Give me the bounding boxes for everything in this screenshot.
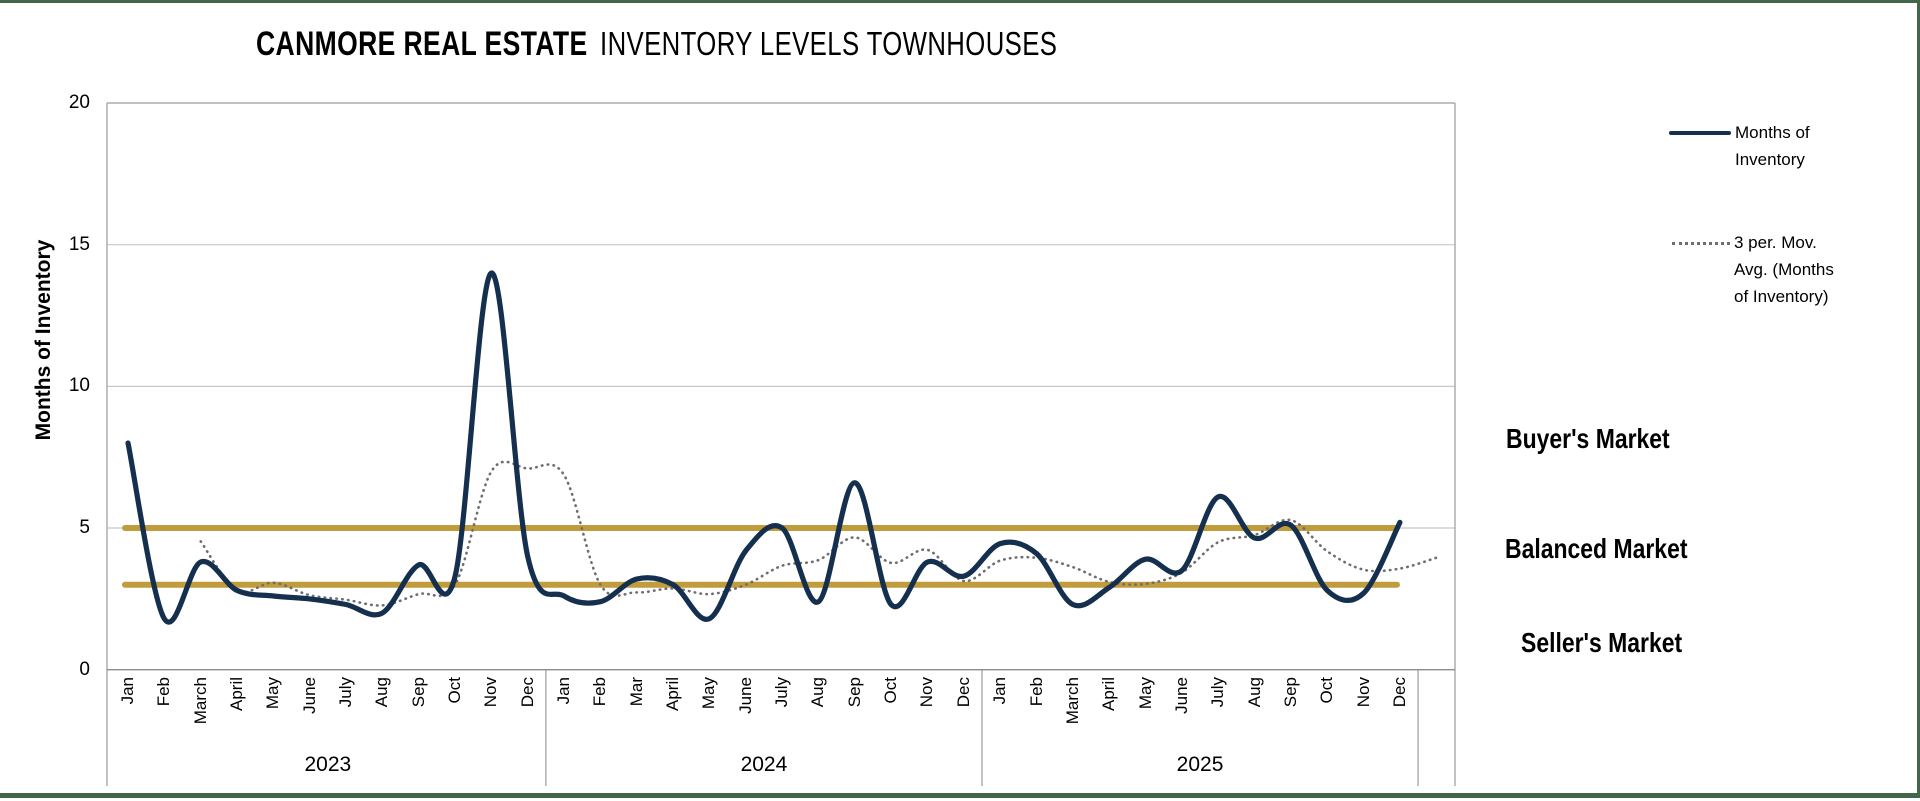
x-month-label: May bbox=[263, 677, 283, 710]
x-month-label: April bbox=[1099, 677, 1119, 712]
x-month-label: Sep bbox=[408, 677, 428, 708]
x-month-label: Jan bbox=[118, 677, 137, 705]
x-month-label: Mar bbox=[626, 677, 646, 707]
legend-item-months-of-inventory: Months of Inventory bbox=[1669, 119, 1827, 173]
chart-title-brand: CANMORE REAL ESTATE bbox=[256, 25, 588, 63]
y-tick-label-10: 10 bbox=[68, 375, 90, 397]
inventory-line bbox=[125, 270, 1403, 625]
x-month-label: July bbox=[772, 677, 792, 708]
x-month-label: Nov bbox=[481, 677, 501, 708]
x-month-label: Nov bbox=[1353, 677, 1373, 708]
x-year-label-2025: 2025 bbox=[1176, 753, 1224, 776]
x-month-label: Sep bbox=[1280, 677, 1300, 708]
x-month-label: Feb bbox=[154, 677, 174, 707]
x-month-label: Nov bbox=[917, 677, 937, 708]
x-month-label: Dec bbox=[1389, 677, 1409, 708]
chart-title-subject: INVENTORY LEVELS TOWNHOUSES bbox=[600, 25, 1058, 62]
x-month-label: June bbox=[299, 677, 319, 714]
legend-dotted-line-sample bbox=[1672, 242, 1730, 245]
y-tick-label-15: 15 bbox=[68, 233, 90, 255]
y-tick-label-0: 0 bbox=[79, 658, 90, 680]
x-month-label: April bbox=[227, 677, 247, 712]
legend-label: Months of Inventory bbox=[1735, 123, 1810, 169]
legend-solid-line-sample bbox=[1669, 131, 1731, 135]
x-year-label-2024: 2024 bbox=[740, 753, 788, 776]
x-month-label: Feb bbox=[590, 677, 610, 707]
legend-item-moving-average: 3 per. Mov. Avg. (Months of Inventory) bbox=[1672, 229, 1838, 310]
inventory-chart: CANMORE REAL ESTATE INVENTORY LEVELS TOW… bbox=[0, 3, 1920, 801]
x-month-label: July bbox=[1208, 677, 1228, 708]
x-month-label: Oct bbox=[881, 677, 901, 704]
x-month-label: March bbox=[1062, 677, 1082, 725]
x-month-label: July bbox=[336, 677, 356, 708]
market-zone-label-buyers: Buyer's Market bbox=[1506, 423, 1670, 454]
x-month-label: June bbox=[1171, 677, 1191, 714]
x-month-label: June bbox=[735, 677, 755, 714]
x-month-label: Aug bbox=[372, 677, 392, 708]
market-zone-label-balanced: Balanced Market bbox=[1505, 533, 1688, 564]
x-month-label: Aug bbox=[808, 677, 828, 708]
y-tick-label-5: 5 bbox=[79, 517, 90, 539]
x-month-label: Feb bbox=[1026, 677, 1046, 707]
x-month-label: Jan bbox=[990, 677, 1010, 705]
chart-plot-svg bbox=[106, 102, 1456, 786]
chart-title: CANMORE REAL ESTATE INVENTORY LEVELS TOW… bbox=[256, 25, 1057, 64]
y-tick-label-20: 20 bbox=[68, 92, 90, 114]
x-month-label: April bbox=[663, 677, 683, 712]
x-year-label-2023: 2023 bbox=[304, 753, 352, 776]
x-month-label: March bbox=[190, 677, 210, 725]
x-month-label: Oct bbox=[445, 677, 465, 704]
moving-average-line bbox=[199, 460, 1438, 607]
x-month-label: Oct bbox=[1317, 677, 1337, 704]
x-month-label: Dec bbox=[953, 677, 973, 708]
x-month-label: Dec bbox=[517, 677, 537, 708]
x-month-label: Jan bbox=[554, 677, 574, 705]
x-month-label: Sep bbox=[844, 677, 864, 708]
legend-label: 3 per. Mov. Avg. (Months of Inventory) bbox=[1734, 233, 1834, 306]
x-month-label: May bbox=[1135, 677, 1155, 710]
market-zone-label-sellers: Seller's Market bbox=[1521, 627, 1683, 658]
x-month-label: May bbox=[699, 677, 719, 710]
x-month-label: Aug bbox=[1244, 677, 1264, 708]
